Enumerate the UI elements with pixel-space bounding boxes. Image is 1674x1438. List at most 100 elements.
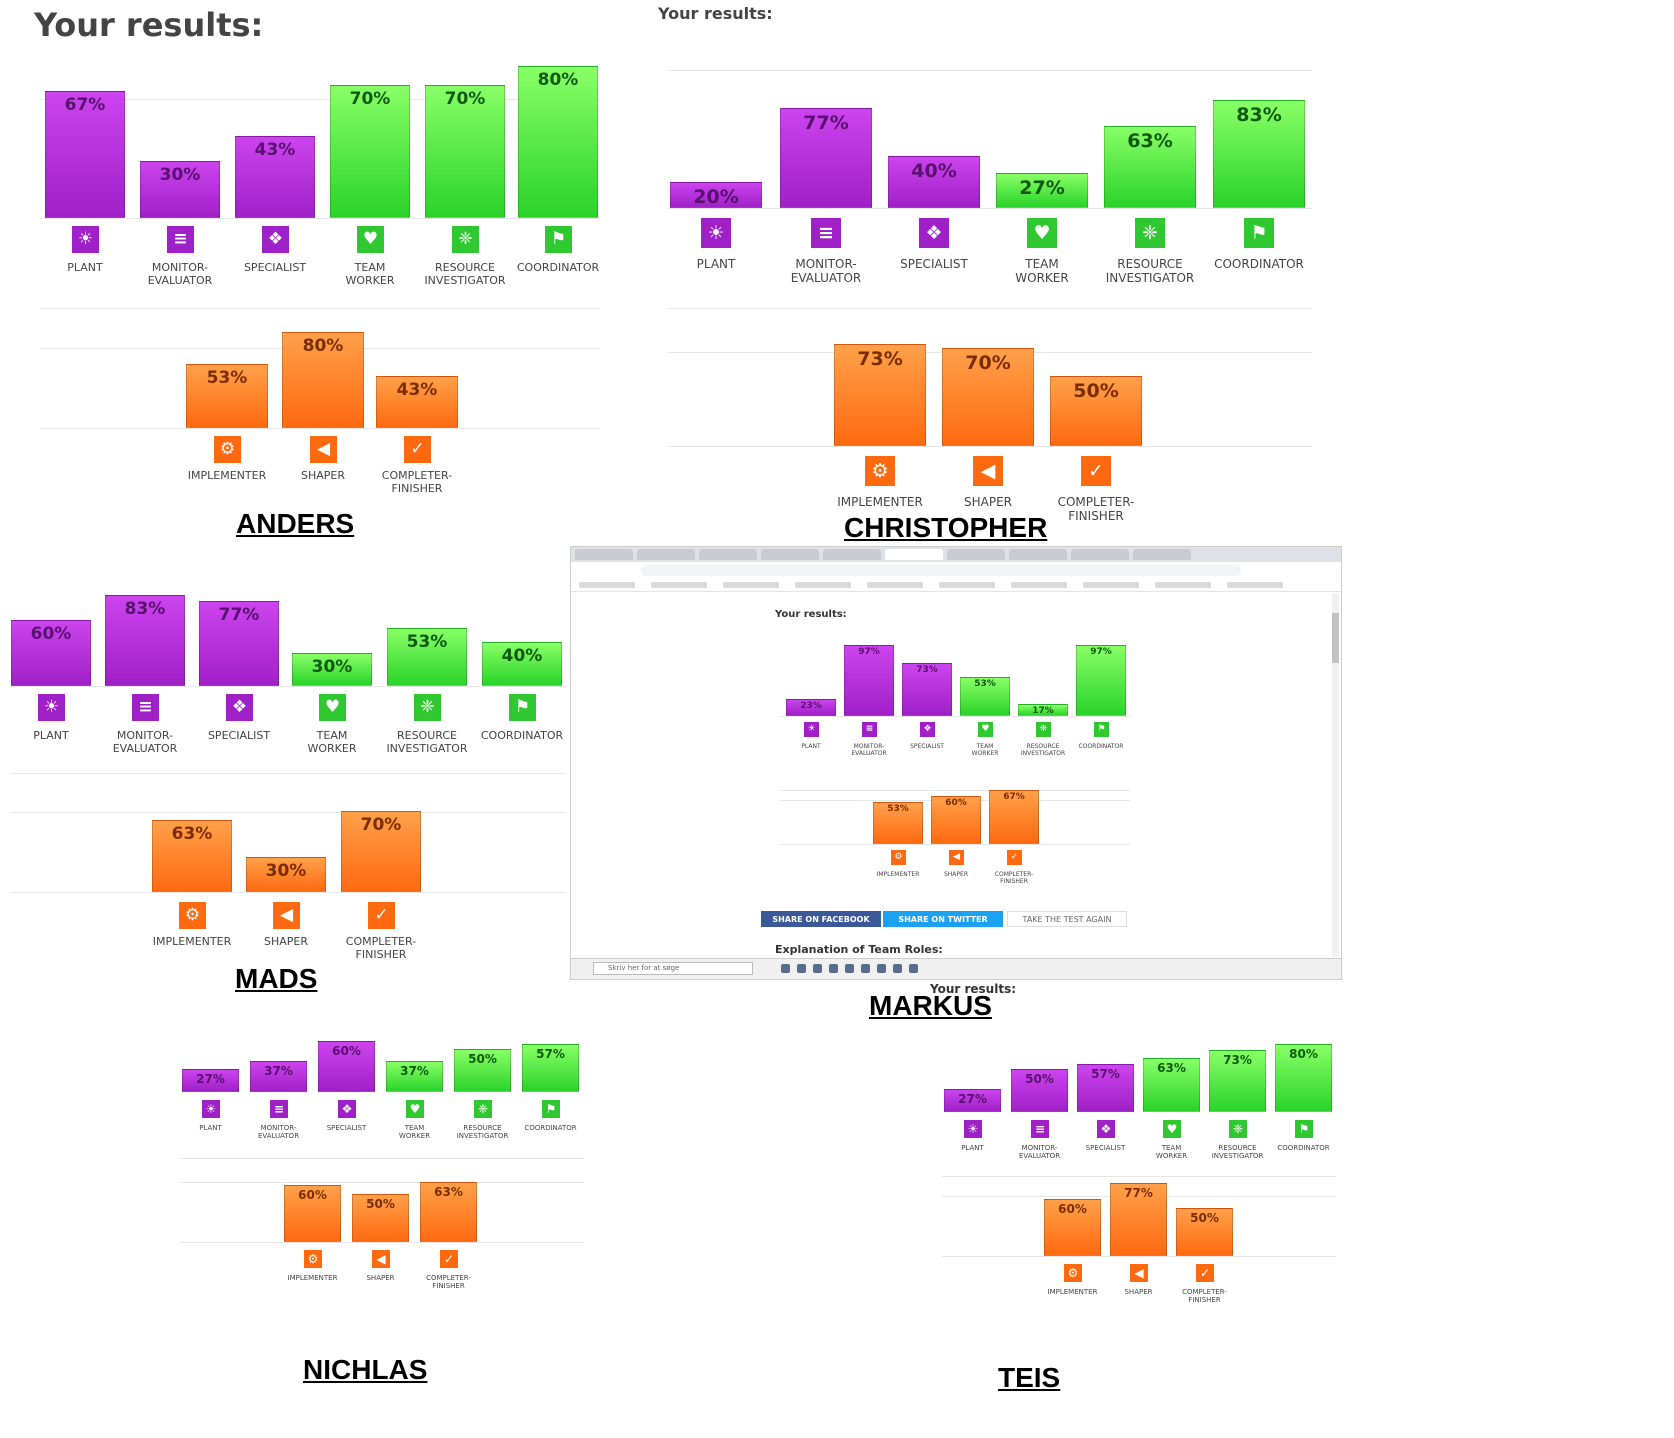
bar-coordinator xyxy=(1213,100,1305,208)
person-name: ANDERS xyxy=(236,508,355,539)
bar-completer-finisher xyxy=(1050,376,1142,446)
browser-tab[interactable] xyxy=(947,549,1005,560)
role-label: MONITOR- EVALUATOR xyxy=(790,257,862,285)
megaphone-icon: ◀ xyxy=(1130,1264,1148,1282)
network-icon: ❈ xyxy=(1135,218,1165,248)
checkbox-icon: ✓ xyxy=(368,902,395,929)
bar-value-label: 70% xyxy=(965,352,1011,374)
taskbar-app-icon[interactable] xyxy=(781,964,790,973)
grid-line xyxy=(180,1242,584,1243)
role-label: SPECIALIST xyxy=(243,261,307,274)
bar-team-worker xyxy=(1143,1058,1200,1112)
role-label: MONITOR- EVALUATOR xyxy=(257,1124,300,1141)
role-label: SPECIALIST xyxy=(900,257,968,271)
bar-value-label: 63% xyxy=(434,1185,463,1199)
person-name: MADS xyxy=(235,963,318,994)
megaphone-icon: ◀ xyxy=(310,436,337,463)
taskbar-app-icon[interactable] xyxy=(877,964,886,973)
bar-value-label: 77% xyxy=(218,605,260,625)
retake-test-button[interactable]: TAKE THE TEST AGAIN xyxy=(1007,911,1127,927)
browser-tab[interactable] xyxy=(699,549,757,560)
flag-icon: ⚑ xyxy=(509,694,536,721)
bookmark[interactable] xyxy=(723,582,779,588)
person-name: NICHLAS xyxy=(303,1354,428,1385)
bar-value-label: 83% xyxy=(1236,104,1282,126)
checkbox-icon: ✓ xyxy=(1081,456,1111,486)
role-label: PLANT xyxy=(199,1124,222,1132)
puzzle-icon: ❖ xyxy=(226,694,253,721)
bookmark[interactable] xyxy=(867,582,923,588)
browser-tab[interactable] xyxy=(637,549,695,560)
bar-value-label: 63% xyxy=(171,824,213,844)
grid-line xyxy=(942,1196,1336,1197)
role-label: MONITOR- EVALUATOR xyxy=(112,729,178,755)
role-label: COORDINATOR xyxy=(524,1124,577,1132)
bar-value-label: 40% xyxy=(501,646,543,666)
share-facebook-button[interactable]: SHARE ON FACEBOOK xyxy=(761,911,881,927)
bookmark[interactable] xyxy=(1155,582,1211,588)
bar-value-label: 53% xyxy=(206,368,248,388)
browser-tab-active[interactable] xyxy=(885,549,943,560)
taskbar-app-icon[interactable] xyxy=(893,964,902,973)
bar-value-label: 50% xyxy=(366,1197,395,1211)
bar-shaper xyxy=(246,857,326,892)
role-label: COORDINATOR xyxy=(1214,257,1304,271)
lightbulb-icon: ☀ xyxy=(72,226,99,253)
role-label: COORDINATOR xyxy=(1277,1144,1330,1152)
bookmark[interactable] xyxy=(795,582,851,588)
browser-tab[interactable] xyxy=(823,549,881,560)
taskbar-app-icon[interactable] xyxy=(909,964,918,973)
bar-value-label: 37% xyxy=(400,1064,429,1078)
bar-monitor-evaluator xyxy=(105,595,185,686)
share-twitter-button[interactable]: SHARE ON TWITTER xyxy=(883,911,1003,927)
bar-value-label: 30% xyxy=(265,861,307,881)
grid-line xyxy=(40,99,600,100)
bar-value-label: 63% xyxy=(1157,1061,1186,1075)
bar-plant xyxy=(11,620,91,686)
browser-tab[interactable] xyxy=(1071,549,1129,560)
grid-line xyxy=(668,70,1312,71)
bookmark[interactable] xyxy=(579,582,635,588)
puzzle-icon: ❖ xyxy=(338,1100,356,1118)
browser-tab[interactable] xyxy=(1133,549,1191,560)
bookmark[interactable] xyxy=(1083,582,1139,588)
bar-team-worker xyxy=(292,653,372,686)
network-icon: ❈ xyxy=(414,694,441,721)
bar-value-label: 50% xyxy=(1073,380,1119,402)
browser-tab[interactable] xyxy=(575,549,633,560)
network-icon: ❈ xyxy=(474,1100,492,1118)
taskbar-app-icon[interactable] xyxy=(845,964,854,973)
role-label: RESOURCE INVESTIGATOR xyxy=(386,729,468,755)
role-label: RESOURCE INVESTIGATOR xyxy=(456,1124,509,1141)
page-scrollbar[interactable] xyxy=(1332,593,1339,957)
taskbar-app-icon[interactable] xyxy=(829,964,838,973)
bookmark[interactable] xyxy=(651,582,707,588)
scroll-thumb[interactable] xyxy=(1332,613,1339,663)
browser-tab[interactable] xyxy=(761,549,819,560)
bar-resource-investigator xyxy=(387,628,467,686)
gears-icon: ⚙ xyxy=(179,902,206,929)
checkbox-icon: ✓ xyxy=(404,436,431,463)
role-label: COMPLETER- FINISHER xyxy=(426,1274,471,1291)
bookmark[interactable] xyxy=(1227,582,1283,588)
taskbar-search-field[interactable]: Skriv her for at søge xyxy=(593,962,753,975)
bar-value-label: 43% xyxy=(396,380,438,400)
handshake-icon: ♥ xyxy=(1027,218,1057,248)
lightbulb-icon: ☀ xyxy=(701,218,731,248)
bookmark[interactable] xyxy=(939,582,995,588)
puzzle-icon: ❖ xyxy=(262,226,289,253)
bookmark[interactable] xyxy=(1011,582,1067,588)
url-field[interactable] xyxy=(641,565,1241,576)
bar-value-label: 53% xyxy=(406,632,448,652)
taskbar-app-icon[interactable] xyxy=(797,964,806,973)
bar-team-worker xyxy=(330,85,410,218)
flag-icon: ⚑ xyxy=(1244,218,1274,248)
browser-address-bar xyxy=(571,562,1341,580)
taskbar-app-icon[interactable] xyxy=(813,964,822,973)
browser-tab[interactable] xyxy=(1009,549,1067,560)
role-label: SHAPER xyxy=(963,495,1012,509)
lightbulb-icon: ☀ xyxy=(38,694,65,721)
taskbar-app-icon[interactable] xyxy=(861,964,870,973)
role-label: SPECIALIST xyxy=(326,1124,367,1132)
role-label: IMPLEMENTER xyxy=(1047,1288,1098,1296)
